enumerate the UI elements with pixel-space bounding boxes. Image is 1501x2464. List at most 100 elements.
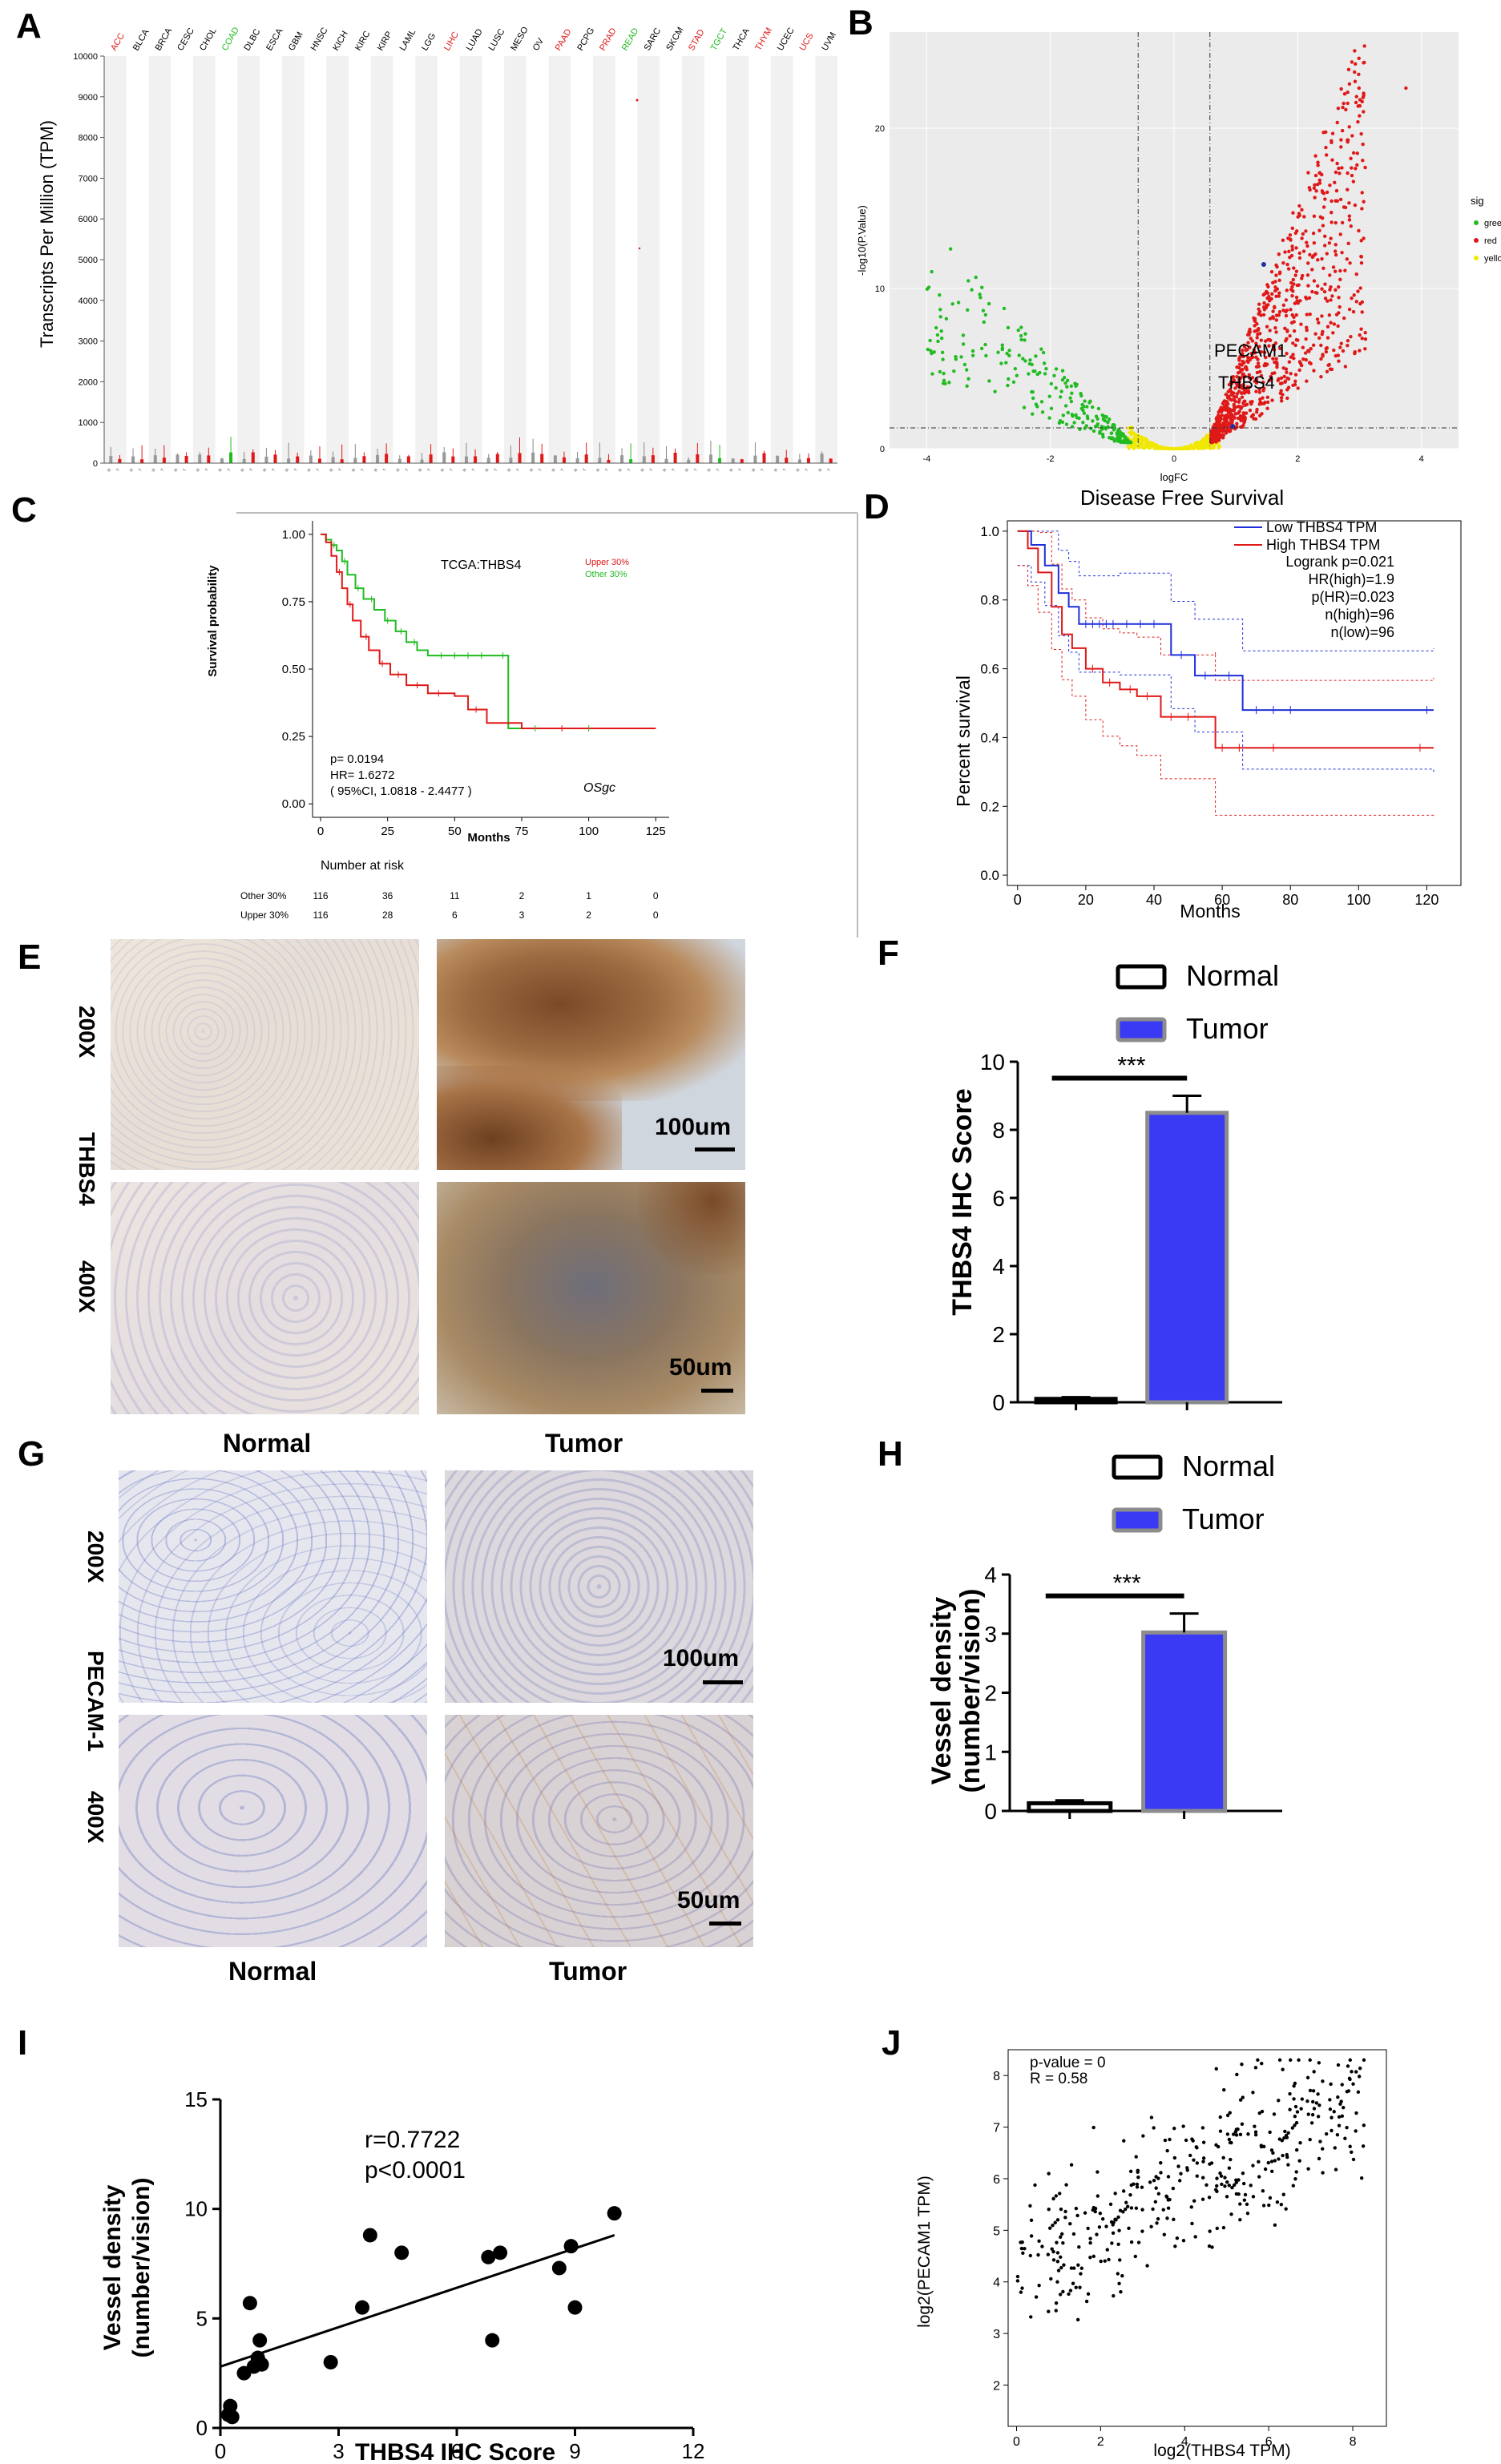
panel-b-point-red — [1297, 212, 1301, 216]
panel-b-x-tick-label: 2 — [1295, 454, 1300, 464]
panel-j-point — [1330, 2128, 1334, 2133]
panel-a-sample-label: N — [351, 468, 357, 473]
panel-j-point — [1238, 2132, 1243, 2137]
panel-label-i: I — [18, 2023, 28, 2063]
panel-b-point-red — [1337, 296, 1341, 300]
panel-b-point-red — [1283, 250, 1287, 254]
panel-j-point — [1054, 2309, 1058, 2313]
panel-c-stat-p: p= 0.0194 — [330, 752, 384, 766]
panel-a-sample-label: T — [805, 468, 810, 473]
panel-b-point-red — [1268, 317, 1273, 321]
panel-j-point — [1020, 2286, 1024, 2290]
panel-a-sample-label: N — [151, 468, 156, 473]
panel-a-box — [785, 458, 789, 463]
panel-j-point — [1209, 2161, 1214, 2165]
panel-j-point — [1294, 2147, 1299, 2152]
panel-a-cancer-label: LIHC — [442, 30, 461, 53]
panel-b-point-green — [1002, 306, 1007, 311]
panel-a-band — [415, 56, 438, 463]
panel-j-point — [1166, 2175, 1171, 2179]
panel-b-point-red — [1341, 105, 1345, 110]
panel-j-point — [1051, 2249, 1055, 2254]
panel-b-point-red — [1282, 374, 1286, 379]
panel-b-point-red — [1225, 413, 1229, 417]
panel-j-point — [1077, 2245, 1081, 2249]
panel-j-point — [1293, 2114, 1297, 2119]
panel-j-point — [1117, 2228, 1121, 2232]
panel-b-point-green — [961, 333, 966, 337]
panel-b-point-green — [1123, 435, 1127, 440]
panel-b-point-red — [1257, 309, 1262, 314]
label-g-tumor: Tumor — [549, 1957, 627, 1986]
panel-a-sample-label: T — [560, 468, 566, 473]
panel-d-ci-high-lower — [1017, 565, 1434, 818]
panel-d-ci-low-upper — [1017, 530, 1434, 651]
panel-j-point — [1260, 2109, 1265, 2114]
panel-c-source: OSgc — [583, 781, 615, 795]
panel-b-point-red — [1268, 329, 1272, 333]
panel-j-point — [1156, 2216, 1160, 2221]
panel-j-point — [1354, 2111, 1358, 2115]
panel-b-point-red — [1221, 429, 1225, 434]
panel-j-point — [1359, 2176, 1364, 2180]
panel-c-risk-title: Number at risk — [321, 859, 405, 873]
panel-b-point-red — [1345, 257, 1350, 261]
panel-a-outlier — [636, 99, 639, 102]
panel-j-point — [1289, 2058, 1293, 2063]
panel-c-legend-upper: Upper 30% — [585, 558, 629, 567]
panel-a-band — [192, 56, 216, 463]
panel-j-point — [1291, 2184, 1296, 2188]
panel-a-box — [509, 458, 513, 463]
panel-b-point-green — [1034, 354, 1038, 358]
panel-b-point-red — [1320, 287, 1324, 291]
panel-b-point-red — [1302, 215, 1306, 219]
panel-d-dfs-survival: Disease Free Survival 0.0 0.2 0.4 0.6 0.8 1.0… — [953, 486, 1462, 921]
panel-j-point — [1109, 2220, 1114, 2224]
panel-a-box — [131, 456, 135, 463]
panel-b-point-green — [1019, 337, 1023, 342]
panel-b-point-green — [983, 313, 988, 317]
panel-b-point-red — [1359, 255, 1363, 259]
panel-b-point-red — [1294, 269, 1299, 273]
panel-a-sample-label: T — [494, 468, 499, 473]
panel-b-point-red — [1232, 397, 1237, 402]
panel-a-box — [207, 455, 211, 463]
panel-a-box — [309, 455, 313, 463]
panel-a-box — [486, 458, 490, 463]
panel-b-point-red — [1287, 360, 1292, 364]
panel-b-point-red — [1321, 266, 1325, 270]
panel-j-point — [1023, 2247, 1027, 2251]
panel-b-point-green — [970, 288, 974, 292]
panel-b-point-red — [1323, 234, 1327, 239]
panel-j-point — [1208, 2229, 1212, 2233]
panel-j-point — [1267, 2203, 1271, 2208]
panel-b-point-red — [1241, 354, 1245, 359]
panel-j-point — [1172, 2126, 1176, 2131]
panel-i-plot-area: 0 5 10 15 0 3 6 9 12 — [184, 2087, 704, 2463]
panel-j-point — [1269, 2148, 1274, 2152]
panel-h-legend-swatch — [1112, 1507, 1163, 1533]
panel-d-ci-low-lower — [1017, 565, 1434, 772]
panel-b-point-green — [939, 329, 943, 333]
panel-b-point-red — [1284, 298, 1289, 302]
panel-b-point-green — [1027, 372, 1031, 376]
panel-b-point-red — [1264, 339, 1268, 343]
panel-b-point-red — [1277, 294, 1281, 298]
panel-j-point — [1047, 2309, 1051, 2313]
panel-j-y-tick-label: 3 — [993, 2328, 1000, 2341]
panel-b-point-red — [1308, 313, 1312, 317]
panel-b-point-red — [1309, 346, 1313, 351]
panel-c-km-survival: 0.000.250.500.751.000 25 50 75 100 125 Surviv… — [206, 512, 858, 938]
panel-j-point — [1119, 2290, 1123, 2294]
panel-b-point-red — [1357, 56, 1361, 61]
panel-b-point-red — [1313, 154, 1317, 158]
panel-j-point — [1294, 2170, 1298, 2174]
panel-j-point — [1222, 2087, 1226, 2092]
panel-b-point-red — [1339, 341, 1343, 345]
panel-b-point-red — [1270, 371, 1274, 376]
panel-b-point-red — [1291, 289, 1295, 293]
panel-b-point-red — [1347, 307, 1352, 312]
panel-j-point — [1069, 2266, 1074, 2270]
panel-b-point-red — [1257, 345, 1261, 349]
panel-b-point-red — [1288, 334, 1292, 338]
